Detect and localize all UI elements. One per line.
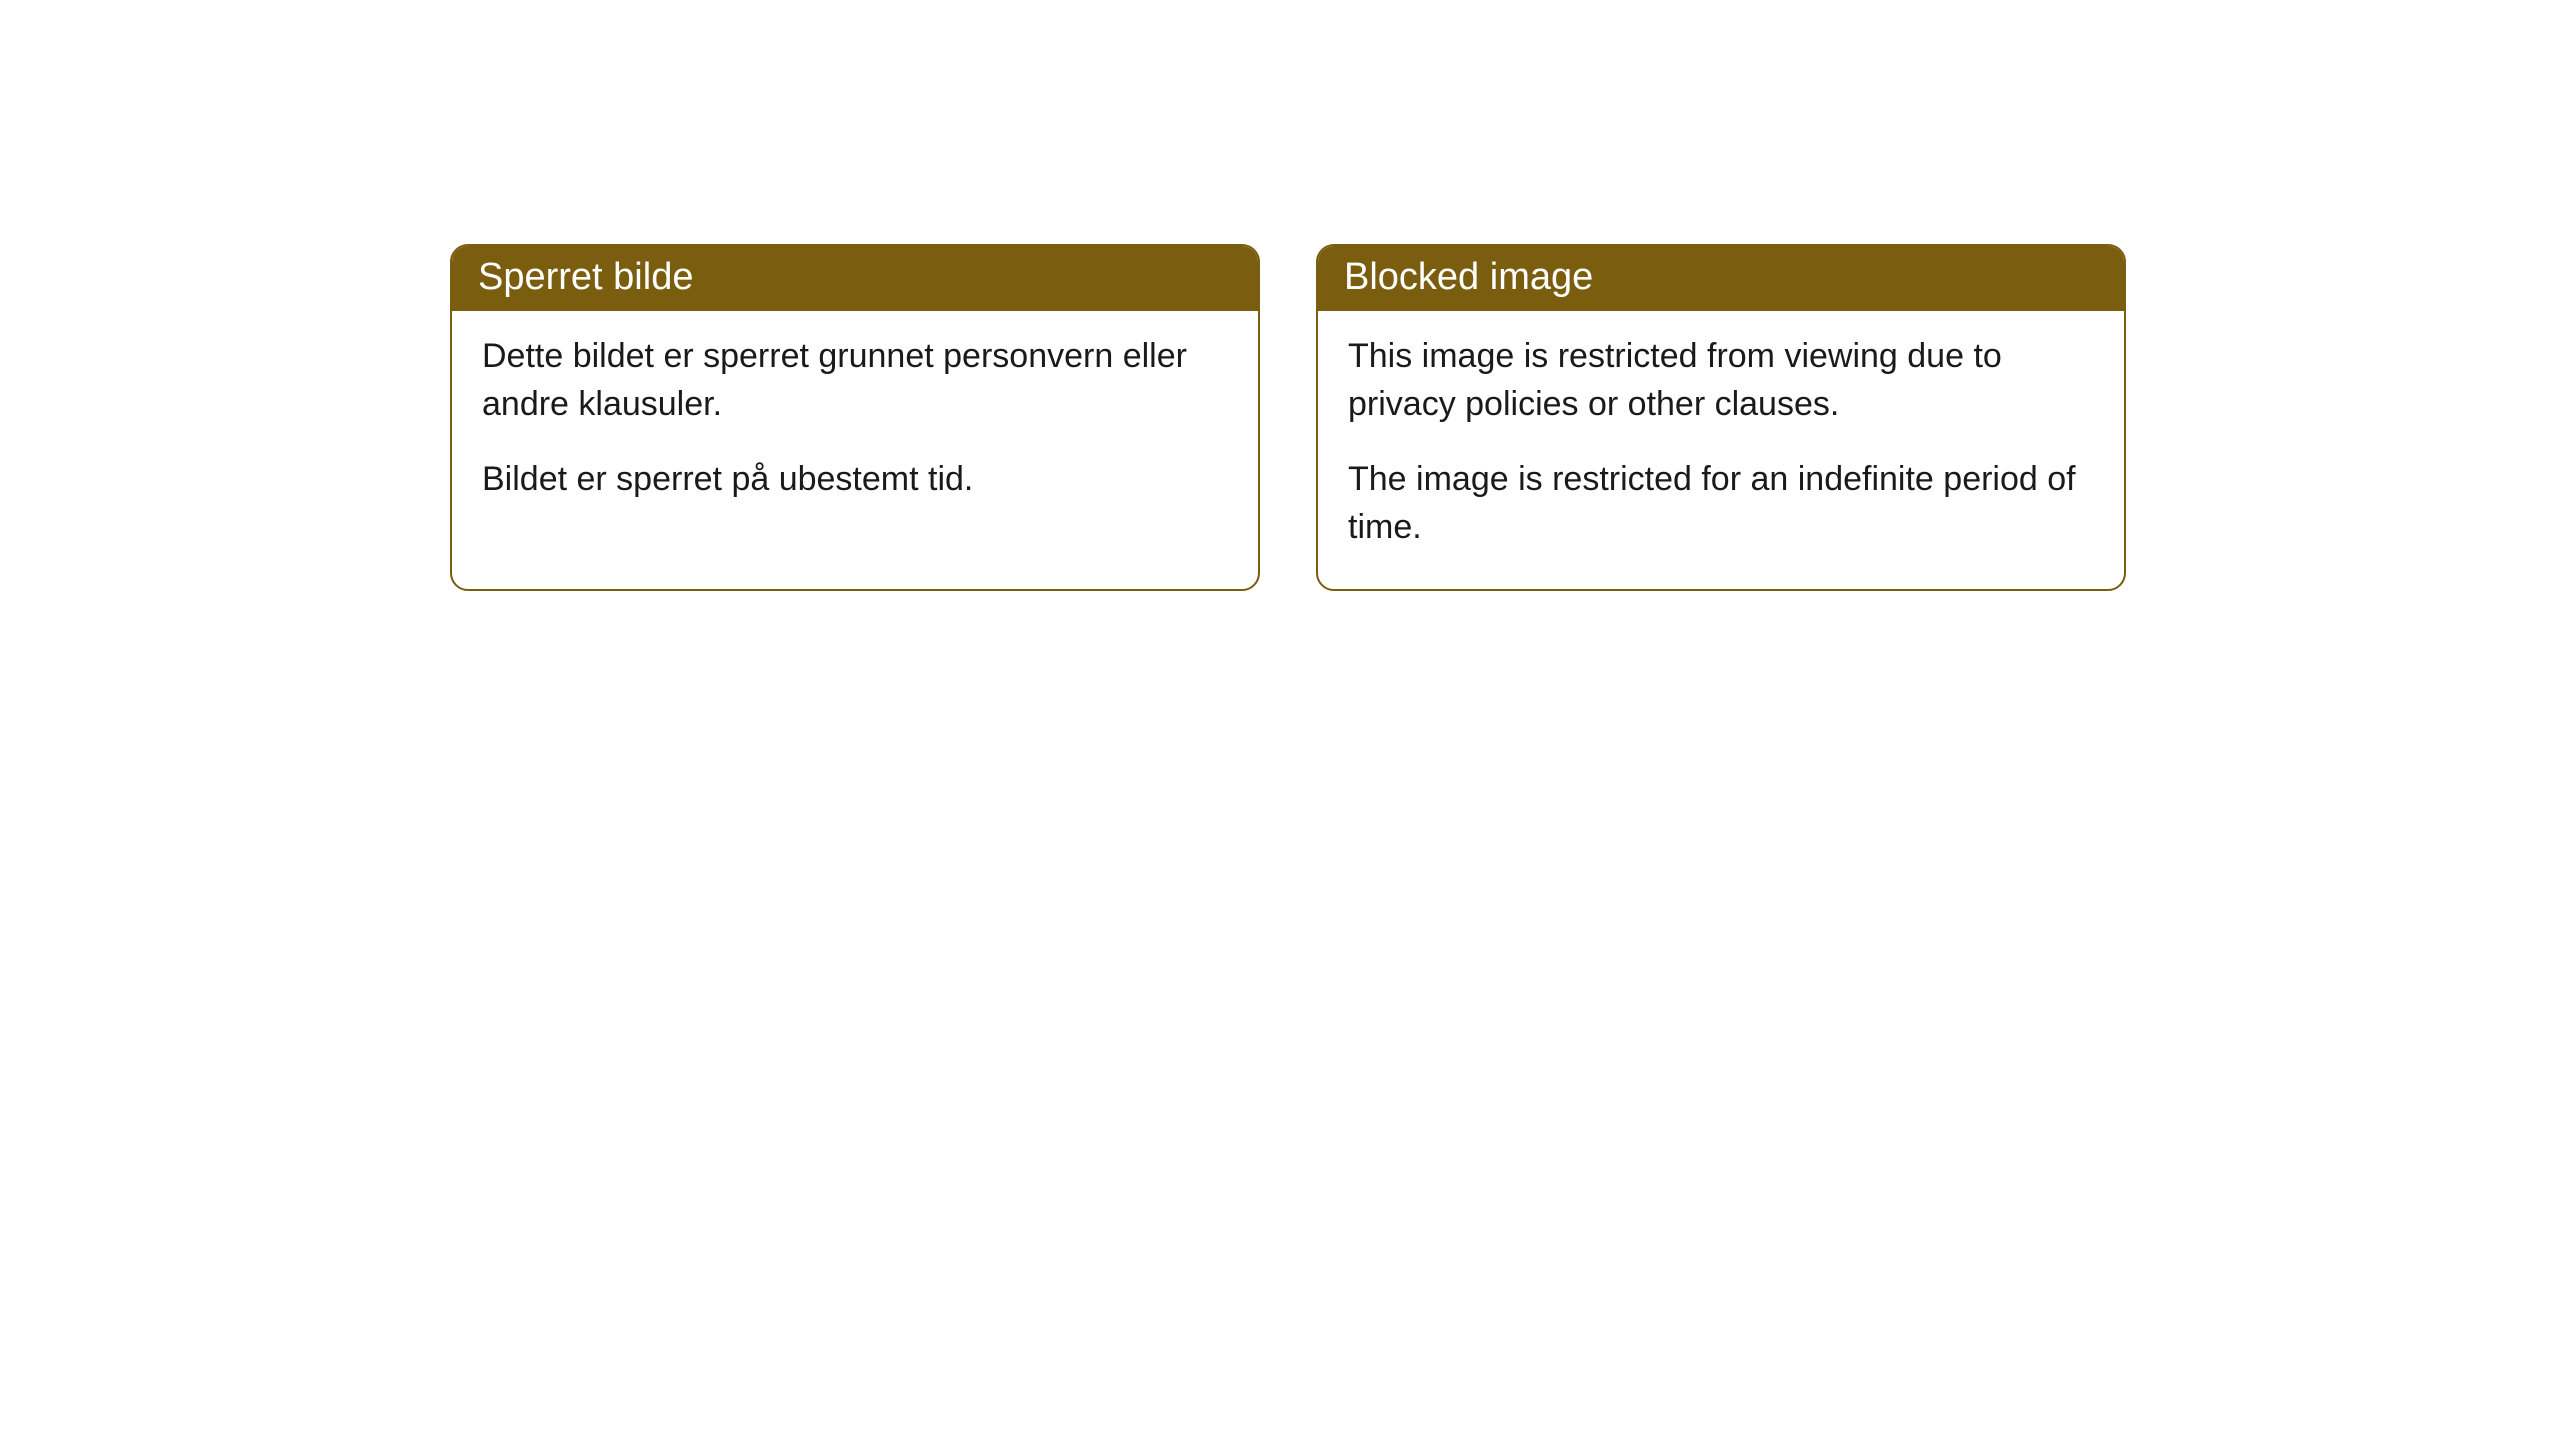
card-paragraph-2: Bildet er sperret på ubestemt tid. <box>482 456 1228 504</box>
card-header: Blocked image <box>1318 246 2124 311</box>
card-body: This image is restricted from viewing du… <box>1318 311 2124 589</box>
card-body: Dette bildet er sperret grunnet personve… <box>452 311 1258 542</box>
blocked-image-card-norwegian: Sperret bilde Dette bildet er sperret gr… <box>450 244 1260 591</box>
card-header: Sperret bilde <box>452 246 1258 311</box>
card-title: Sperret bilde <box>478 256 693 298</box>
card-paragraph-1: This image is restricted from viewing du… <box>1348 333 2094 428</box>
blocked-image-card-english: Blocked image This image is restricted f… <box>1316 244 2126 591</box>
card-paragraph-1: Dette bildet er sperret grunnet personve… <box>482 333 1228 428</box>
cards-container: Sperret bilde Dette bildet er sperret gr… <box>0 0 2560 591</box>
card-title: Blocked image <box>1344 256 1593 298</box>
card-paragraph-2: The image is restricted for an indefinit… <box>1348 456 2094 551</box>
